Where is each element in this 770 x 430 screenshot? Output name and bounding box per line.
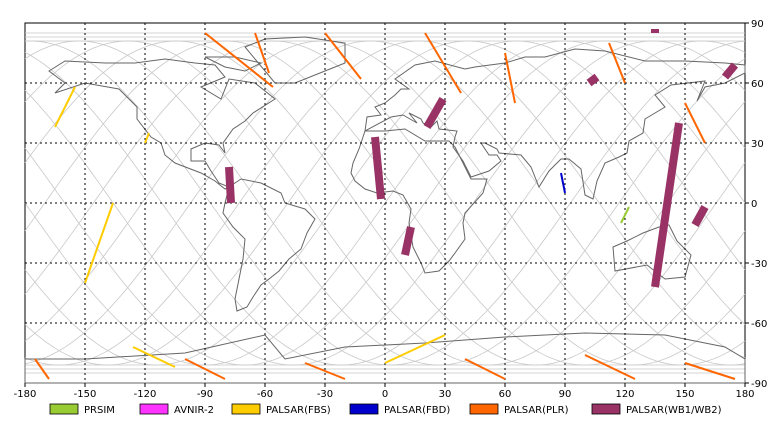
legend-label: PRSIM: [84, 405, 115, 416]
legend-label: PALSAR(FBD): [384, 405, 450, 416]
x-tick-label: 120: [615, 389, 634, 400]
x-tick-label: -30: [317, 389, 333, 400]
x-tick-label: 0: [382, 389, 388, 400]
legend-swatch: [469, 403, 499, 415]
coastline-1: [222, 178, 316, 312]
swath-palsar-plr: [34, 358, 50, 380]
x-tick-label: 90: [559, 389, 572, 400]
swath-palsar-plr: [184, 358, 226, 380]
swath-palsar-wb: [721, 62, 739, 80]
y-tick-label: 0: [751, 199, 757, 210]
y-tick-label: -30: [751, 259, 767, 270]
swath-palsar-plr: [684, 102, 706, 144]
x-tick-label: -60: [257, 389, 273, 400]
legend-swatch: [591, 403, 621, 415]
swath-palsar-wb: [651, 122, 683, 288]
x-tick-label: 150: [675, 389, 694, 400]
x-tick-label: -90: [197, 389, 213, 400]
swath-palsar-wb: [371, 136, 385, 200]
y-tick-label: -90: [751, 379, 767, 390]
legend-swatch: [349, 403, 379, 415]
swath-palsar-plr: [504, 52, 516, 104]
legend: PRSIM AVNIR-2 PALSAR(FBS) PALSAR(FBD) PALSAR…: [49, 403, 722, 416]
swath-palsar-plr: [304, 362, 346, 380]
swath-palsar-wb: [691, 205, 709, 227]
swath-palsar-fbs: [132, 346, 176, 368]
swath-palsar-fbs: [54, 86, 76, 128]
swath-palsar-fbd: [560, 172, 566, 194]
x-tick-label: 30: [439, 389, 452, 400]
swath-palsar-plr: [254, 32, 270, 74]
swath-palsar-fbs: [84, 202, 114, 284]
x-tick-label: -180: [14, 389, 37, 400]
coastline-7: [204, 56, 263, 72]
legend-label: PALSAR(PLR): [504, 405, 569, 416]
coastline-4: [612, 224, 692, 280]
swath-palsar-plr: [464, 358, 506, 380]
legend-label: AVNIR-2: [174, 405, 214, 416]
swath-prism: [620, 206, 630, 224]
swath-palsar-wb: [586, 73, 600, 87]
orbit-track: [24, 40, 746, 366]
legend-label: PALSAR(FBS): [266, 405, 331, 416]
x-tick-label: -120: [134, 389, 157, 400]
swath-palsar-plr: [608, 42, 626, 84]
x-tick-label: 180: [735, 389, 754, 400]
swath-palsar-wb: [401, 226, 415, 256]
swath-palsar-plr: [324, 32, 362, 80]
coastlines: [24, 36, 746, 384]
x-tick-label: -150: [74, 389, 97, 400]
x-tick-label: 60: [499, 389, 512, 400]
swath-palsar-plr: [584, 354, 636, 380]
coastline-3: [364, 48, 746, 200]
orbit-track: [24, 40, 746, 366]
y-tick-label: -60: [751, 319, 767, 330]
legend-label: PALSAR(WB1/WB2): [626, 405, 722, 416]
legend-swatch: [231, 403, 261, 415]
y-tick-label: 30: [751, 139, 764, 150]
orbit-track: [24, 40, 746, 366]
swath-palsar-fbs: [384, 334, 446, 364]
y-tick-label: 60: [751, 79, 764, 90]
y-tick-label: 90: [751, 19, 764, 30]
coastline-5: [24, 332, 746, 384]
acquisition-swaths: [34, 29, 739, 380]
legend-swatch: [49, 403, 79, 415]
swath-palsar-fbs: [144, 132, 150, 144]
coastline-2: [350, 128, 488, 274]
swath-palsar-wb: [423, 97, 447, 129]
swath-palsar-plr: [684, 362, 736, 380]
coastline-0: [48, 58, 276, 190]
swath-palsar-wb: [225, 166, 235, 204]
legend-swatch: [139, 403, 169, 415]
swath-palsar-plr: [424, 32, 462, 94]
axis-ticks: -180 -150 -120 -90 -60 -30 0 30 60 90 120 150 180 90 6…: [14, 19, 768, 400]
swath-palsar-plr: [204, 32, 274, 88]
